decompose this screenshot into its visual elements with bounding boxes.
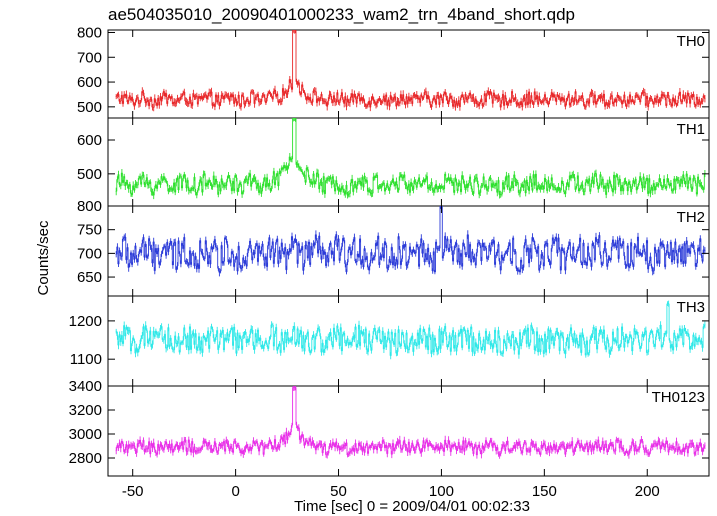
panel-label-th0: TH0 <box>677 33 705 50</box>
x-tick-label: 0 <box>231 483 239 500</box>
y-tick-label: 700 <box>77 245 102 262</box>
panel-th0123: TH0123 2800 3000 3200 3400 <box>69 378 710 477</box>
x-tick-label: 150 <box>532 483 557 500</box>
y-tick-label: 800 <box>77 198 102 215</box>
y-tick-label: 1200 <box>69 313 102 330</box>
panel-label-th2: TH2 <box>677 209 705 226</box>
panel-th3: TH3 1100 1200 <box>69 295 710 387</box>
y-tick-label: 3000 <box>69 426 102 443</box>
y-tick-label: 600 <box>77 132 102 149</box>
series-th3-trace <box>115 300 706 360</box>
x-tick-label: 100 <box>429 483 454 500</box>
panel-label-th3: TH3 <box>677 299 705 316</box>
series-th1-trace <box>115 118 706 200</box>
x-tick-label: 200 <box>635 483 660 500</box>
chart-title: ae504035010_20090401000233_wam2_trn_4ban… <box>108 5 575 24</box>
y-axis-label: Counts/sec <box>35 220 52 296</box>
series-th0123-trace <box>115 386 706 459</box>
panel-th2: TH2 650 700 750 800 <box>77 198 710 297</box>
y-tick-label: 750 <box>77 222 102 239</box>
panel-frame <box>107 385 710 477</box>
series-th0-trace <box>115 30 706 112</box>
panel-th0: TH0 500 600 700 800 <box>77 24 710 119</box>
y-tick-label: 3200 <box>69 402 102 419</box>
panel-label-th1: TH1 <box>677 121 705 138</box>
y-tick-label: 650 <box>77 269 102 286</box>
y-tick-label: 800 <box>77 24 102 41</box>
panel-label-th0123: TH0123 <box>652 389 705 406</box>
x-axis-label: Time [sec] 0 = 2009/04/01 00:02:33 <box>294 498 530 515</box>
y-tick-label: 600 <box>77 74 102 91</box>
y-tick-label: 700 <box>77 49 102 66</box>
series-th2-trace <box>115 206 706 277</box>
y-tick-label: 2800 <box>69 450 102 467</box>
y-tick-label: 3400 <box>69 378 102 395</box>
x-tick-label: -50 <box>122 483 144 500</box>
panels-group: TH0500600700800TH1500600TH2650700750800T… <box>69 24 710 500</box>
x-tick-label: 50 <box>330 483 347 500</box>
y-tick-label: 500 <box>77 166 102 183</box>
y-tick-label: 500 <box>77 99 102 116</box>
panel-frame <box>107 117 710 207</box>
y-tick-label: 1100 <box>70 351 102 368</box>
panel-th1: TH1 500 600 <box>77 117 710 207</box>
